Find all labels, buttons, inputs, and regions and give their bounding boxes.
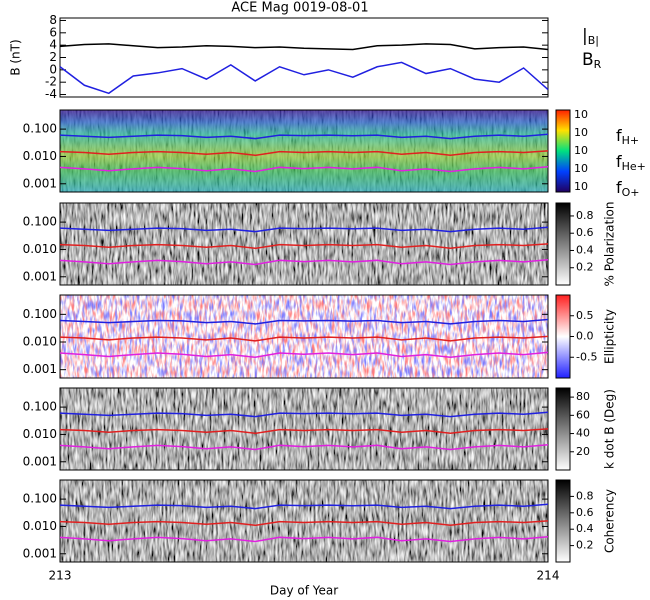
y-tick-label: 8 xyxy=(49,13,57,27)
series-line xyxy=(59,226,549,233)
spectrogram-texture xyxy=(60,203,548,285)
colorbar-tick-label: 10 xyxy=(574,180,588,193)
y-tick-label: 0.001 xyxy=(23,362,57,376)
colorbar xyxy=(555,294,571,379)
series-line xyxy=(59,443,549,451)
series-line xyxy=(59,351,549,359)
legend-entry: fO+ xyxy=(616,178,640,200)
series-line xyxy=(59,43,549,51)
legend-entry: fHe+ xyxy=(616,152,646,174)
y-tick-label: 0.010 xyxy=(23,335,57,349)
y-tick-label: 0.001 xyxy=(23,546,57,560)
colorbar-label: Coherency xyxy=(603,489,617,553)
series-line xyxy=(59,150,549,157)
colorbar-tick-label: 80 xyxy=(576,390,590,403)
colorbar-tick-label: 10 xyxy=(574,126,588,139)
legend-entry: |B| xyxy=(582,26,599,47)
y-tick-label: 0.001 xyxy=(23,454,57,468)
series-line xyxy=(59,258,549,266)
y-tick-label: 6 xyxy=(49,25,57,39)
y-tick-label: 0.001 xyxy=(23,269,57,283)
colorbar-label: Ellipticity xyxy=(603,309,617,364)
colorbar-tick-label: 0.4 xyxy=(576,522,594,535)
y-tick-label: 0.100 xyxy=(23,122,57,136)
y-axis-label: B (nT) xyxy=(9,39,23,75)
colorbar xyxy=(555,479,571,563)
y-tick-label: -2 xyxy=(45,75,57,89)
series-line xyxy=(59,503,549,510)
series-line xyxy=(59,411,549,418)
panel-frame xyxy=(59,17,549,98)
series-line xyxy=(59,133,549,140)
spectrogram-texture xyxy=(60,480,548,562)
y-tick-label: 4 xyxy=(49,38,57,52)
legend-entry: BR xyxy=(582,50,602,71)
series-line xyxy=(59,243,549,250)
colorbar-label: % Polarization xyxy=(603,202,617,287)
spectrogram-texture xyxy=(60,110,548,192)
chart-title: ACE Mag 0019-08-01 xyxy=(231,1,368,16)
series-line xyxy=(59,520,549,527)
colorbar xyxy=(555,109,571,193)
series-line xyxy=(59,535,549,543)
y-tick-label: 0.100 xyxy=(23,307,57,321)
series-line xyxy=(59,335,549,342)
y-tick-label: 0.010 xyxy=(23,427,57,441)
colorbar-tick-label: 0.0 xyxy=(576,330,594,343)
x-tick-label: 213 xyxy=(49,569,72,583)
y-tick-label: -4 xyxy=(45,87,57,101)
colorbar-tick-label: 0.2 xyxy=(576,539,594,552)
y-tick-label: 0.010 xyxy=(23,519,57,533)
x-axis-label: Day of Year xyxy=(270,584,338,598)
colorbar-tick-label: 0.6 xyxy=(576,226,594,239)
y-tick-label: 0.010 xyxy=(23,149,57,163)
colorbar-tick-label: 10 xyxy=(574,144,588,157)
spectrogram-texture xyxy=(60,388,548,470)
series-line xyxy=(59,428,549,435)
colorbar xyxy=(555,387,571,471)
colorbar-tick-label: 0.8 xyxy=(576,489,594,502)
colorbar-label: k dot B (Deg) xyxy=(603,389,617,469)
colorbar-tick-label: 60 xyxy=(576,408,590,421)
colorbar-tick-label: 0.8 xyxy=(576,209,594,222)
colorbar-tick-label: 10 xyxy=(574,162,588,175)
spectrogram-texture xyxy=(60,295,548,378)
series-line xyxy=(59,165,549,173)
y-tick-label: 2 xyxy=(49,50,57,64)
series-line xyxy=(59,318,549,325)
colorbar-tick-label: 0.6 xyxy=(576,506,594,519)
legend-entry: fH+ xyxy=(616,126,639,148)
colorbar-tick-label: 0.5 xyxy=(576,309,594,322)
y-tick-label: 0.100 xyxy=(23,215,57,229)
y-tick-label: 0.100 xyxy=(23,492,57,506)
colorbar-tick-label: 0.2 xyxy=(576,261,594,274)
series-line xyxy=(59,61,549,95)
x-tick-label: 214 xyxy=(537,569,560,583)
colorbar-tick-label: 10 xyxy=(574,108,588,121)
colorbar-tick-label: -0.5 xyxy=(576,350,597,363)
y-tick-label: 0.010 xyxy=(23,242,57,256)
y-tick-label: 0.001 xyxy=(23,176,57,190)
y-tick-label: 0.100 xyxy=(23,400,57,414)
y-tick-label: 0 xyxy=(49,62,57,76)
colorbar xyxy=(555,202,571,286)
colorbar-tick-label: 20 xyxy=(576,445,590,458)
colorbar-tick-label: 0.4 xyxy=(576,243,594,256)
colorbar-tick-label: 40 xyxy=(576,427,590,440)
